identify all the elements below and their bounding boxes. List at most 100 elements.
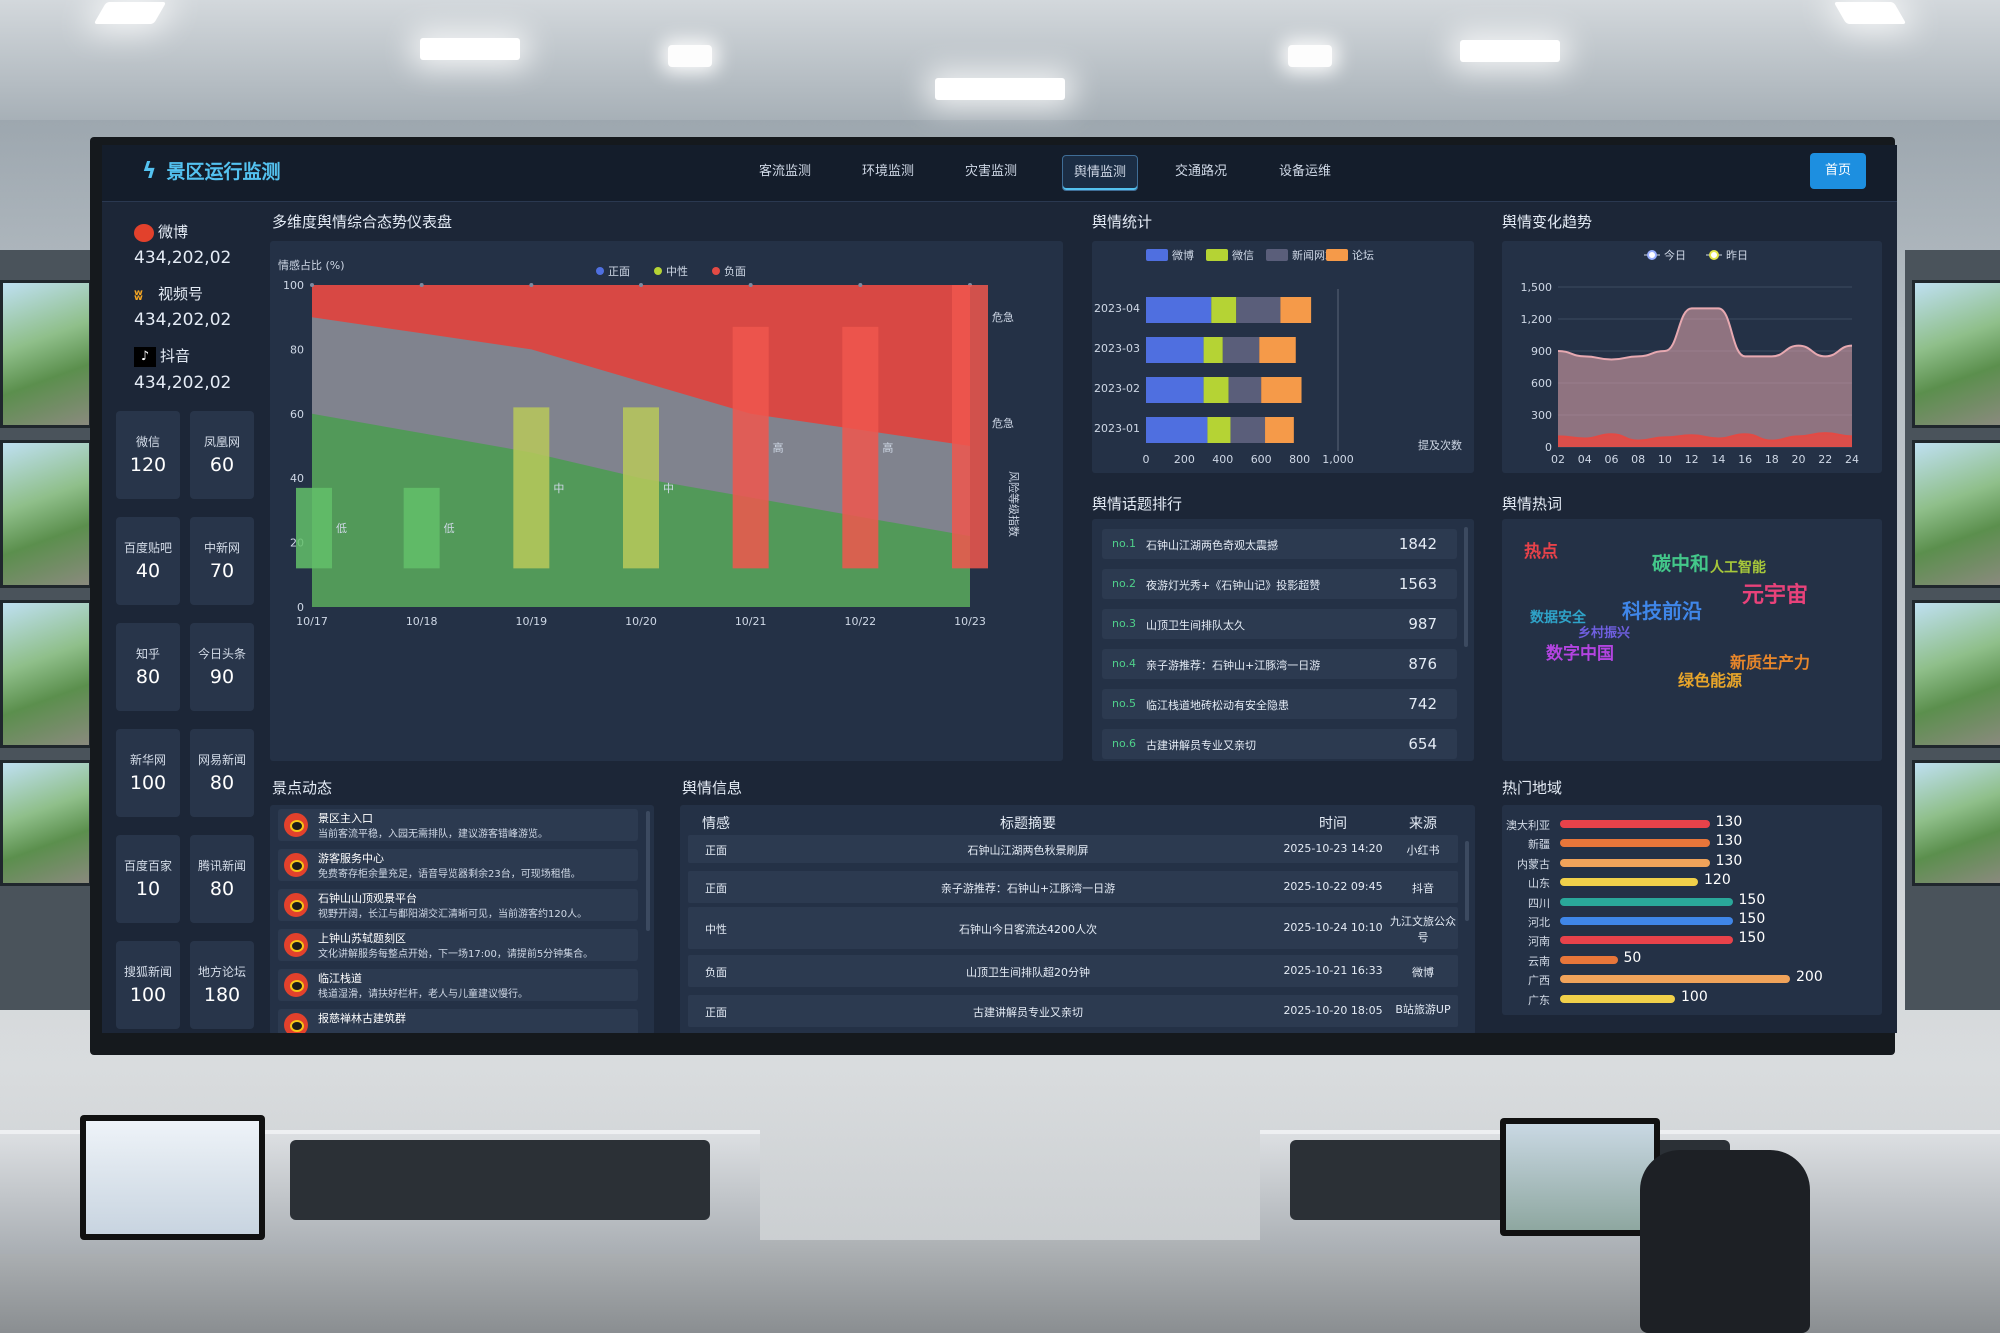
topic-row[interactable]: no.1 石钟山江湖两色奇观太震撼 1842: [1102, 529, 1457, 559]
hot-word[interactable]: 人工智能: [1710, 560, 1766, 576]
y-tick-label: 600: [1531, 377, 1552, 390]
home-button[interactable]: 首页: [1810, 153, 1866, 189]
nav-passenger-flow[interactable]: 客流监测: [758, 164, 811, 179]
stacked-bar-segment: [1228, 377, 1262, 403]
stacked-bar-segment: [1236, 297, 1281, 323]
table-cell: 亲子游推荐：石钟山+江豚湾一日游: [940, 882, 1116, 895]
stacked-bar-segment: [1207, 417, 1231, 443]
x-axis-label: 提及次数: [1418, 438, 1462, 452]
info-table-card: 情感 标题摘要 时间 来源 正面 石钟山江湖两色秋景刷屏 2025-10-23 14:20 小…: [680, 805, 1475, 1033]
dynamics-desc: 文化讲解服务每整点开始，下一场17:00，请提前5分钟集合。: [318, 949, 594, 960]
topic-row[interactable]: no.6 古建讲解员专业又亲切 654: [1102, 729, 1457, 759]
platform-tile[interactable]: 腾讯新闻 80: [190, 835, 254, 923]
table-header-cell: 时间: [1319, 816, 1347, 832]
platform-tile-value: 120: [129, 454, 167, 476]
topic-rank: no.6: [1112, 737, 1137, 750]
topic-row[interactable]: no.2 夜游灯光秀+《石钟山记》投影超赞 1563: [1102, 569, 1457, 599]
nav-disaster[interactable]: 灾害监测: [964, 164, 1017, 179]
dynamics-title: 临江栈道: [318, 972, 362, 985]
dynamics-item[interactable]: 游客服务中心 免费寄存柜余量充足，语音导览器剩余23台，可现场租借。: [278, 849, 638, 881]
platform-tile[interactable]: 中新网 70: [190, 517, 254, 605]
region-value: 150: [1738, 891, 1766, 908]
table-cell: 抖音: [1412, 882, 1434, 895]
hot-word[interactable]: 科技前沿: [1622, 599, 1702, 623]
y-tick-label: 0: [297, 601, 304, 614]
x-tick-label: 1,000: [1322, 453, 1354, 466]
topics-scrollbar[interactable]: [1464, 527, 1468, 647]
hot-word[interactable]: 乡村振兴: [1578, 626, 1631, 641]
dynamics-item[interactable]: 上钟山苏轼题刻区 文化讲解服务每整点开始，下一场17:00，请提前5分钟集合。: [278, 929, 638, 961]
dynamics-item[interactable]: 石钟山山顶观景平台 视野开阔，长江与鄱阳湖交汇清晰可见，当前游客约120人。: [278, 889, 638, 921]
weibo-icon: [284, 853, 308, 877]
platform-tile-label: 百度贴吧: [123, 541, 172, 555]
panel-title-info: 舆情信息: [682, 779, 743, 797]
hot-word[interactable]: 数据安全: [1530, 610, 1586, 626]
platform-tile[interactable]: 知乎 80: [116, 623, 180, 711]
y-tick-label: 2023-04: [1094, 302, 1140, 315]
desk-monitor-right: [1500, 1118, 1660, 1236]
weibo-icon: [284, 973, 308, 997]
panel-title-dynamics: 景点动态: [272, 779, 333, 797]
x-tick-label: 14: [1711, 453, 1725, 466]
dynamics-item[interactable]: 景区主入口 当前客流平稳，入园无需排队，建议游客错峰游览。: [278, 809, 638, 841]
platform-tile[interactable]: 搜狐新闻 100: [116, 941, 180, 1029]
topics-card: no.1 石钟山江湖两色奇观太震撼 1842 no.2 夜游灯光秀+《石钟山记》投影超赞…: [1092, 519, 1474, 761]
info-scrollbar[interactable]: [1465, 841, 1469, 921]
platform-tile[interactable]: 百度百家 10: [116, 835, 180, 923]
x-tick-label: 10/23: [954, 615, 986, 628]
table-row[interactable]: 负面 山顶卫生间排队超20分钟 2025-10-21 16:33 微博: [688, 955, 1458, 987]
social-value: 434,202,02: [134, 248, 232, 268]
platform-tile[interactable]: 今日头条 90: [190, 623, 254, 711]
nav-environment[interactable]: 环境监测: [861, 164, 914, 179]
legend-marker: [1266, 249, 1288, 261]
platform-tile[interactable]: 百度贴吧 40: [116, 517, 180, 605]
region-bar: [1560, 917, 1733, 925]
platform-tile[interactable]: 凤凰网 60: [190, 411, 254, 499]
hot-word[interactable]: 热点: [1524, 542, 1558, 562]
platform-tile[interactable]: 新华网 100: [116, 729, 180, 817]
region-bar: [1560, 858, 1710, 867]
panel-title-dashboard: 多维度舆情综合态势仪表盘: [272, 213, 453, 231]
platform-tile-label: 腾讯新闻: [197, 859, 246, 873]
table-cell: 石钟山今日客流达4200人次: [959, 923, 1097, 936]
hot-word[interactable]: 元宇宙: [1742, 583, 1809, 608]
y-tick-label: 60: [290, 408, 304, 421]
topic-row[interactable]: no.3 山顶卫生间排队太久 987: [1102, 609, 1457, 639]
nav-equipment[interactable]: 设备运维: [1278, 164, 1331, 179]
dynamics-item[interactable]: 报慈禅林古建筑群: [278, 1009, 638, 1033]
social-douyin[interactable]: ♪ 抖音 434,202,02: [134, 346, 232, 393]
table-row[interactable]: 中性 石钟山今日客流达4200人次 2025-10-24 10:10 九江文旅公众号: [688, 907, 1458, 949]
hot-word[interactable]: 绿色能源: [1678, 671, 1743, 690]
table-row[interactable]: 正面 石钟山江湖两色秋景刷屏 2025-10-23 14:20 小红书: [688, 835, 1458, 863]
dynamics-title: 报慈禅林古建筑群: [318, 1012, 406, 1025]
nav-public-opinion[interactable]: 舆情监测: [1062, 155, 1138, 191]
topic-title: 古建讲解员专业又亲切: [1146, 739, 1256, 752]
dynamics-scrollbar[interactable]: [646, 811, 650, 931]
topic-row[interactable]: no.4 亲子游推荐：石钟山+江豚湾一日游 876: [1102, 649, 1457, 679]
platform-tile-value: 180: [203, 984, 241, 1006]
platform-tile[interactable]: 网易新闻 80: [190, 729, 254, 817]
dynamics-title: 景区主入口: [318, 812, 373, 825]
risk-bar: [403, 487, 440, 569]
social-weibo[interactable]: 微博 434,202,02: [134, 223, 232, 268]
legend-marker: [712, 267, 720, 275]
hot-word[interactable]: 数字中国: [1546, 644, 1614, 664]
table-row[interactable]: 正面 亲子游推荐：石钟山+江豚湾一日游 2025-10-22 09:45 抖音: [688, 871, 1458, 903]
hot-word[interactable]: 新质生产力: [1730, 653, 1811, 672]
table-row[interactable]: 正面 古建讲解员专业又亲切 2025-10-20 18:05 B站旅游UP: [688, 995, 1458, 1027]
platform-tile[interactable]: 地方论坛 180: [190, 941, 254, 1029]
topic-row[interactable]: no.5 临江栈道地砖松动有安全隐患 742: [1102, 689, 1457, 719]
dynamics-item[interactable]: 临江栈道 栈道湿滑，请扶好栏杆，老人与儿童建议慢行。: [278, 969, 638, 1001]
app-logo[interactable]: ϟ 景区运行监测: [142, 157, 281, 184]
y-tick-label: 2023-03: [1094, 342, 1140, 355]
hot-word[interactable]: 碳中和: [1652, 553, 1710, 575]
top-bar: ϟ 景区运行监测 客流监测 环境监测 灾害监测 舆情监测 交通路况 设备运维 首页: [102, 145, 1897, 202]
right-side-screen: [1912, 760, 2000, 886]
social-channels[interactable]: ʬ 视频号 434,202,02: [134, 285, 232, 330]
y-tick-label: 300: [1531, 409, 1552, 422]
nav-traffic[interactable]: 交通路况: [1174, 164, 1227, 179]
region-label: 河南: [1528, 935, 1550, 949]
legend-marker: [596, 267, 604, 275]
platform-tile[interactable]: 微信 120: [116, 411, 180, 499]
topic-rank: no.3: [1112, 617, 1137, 630]
